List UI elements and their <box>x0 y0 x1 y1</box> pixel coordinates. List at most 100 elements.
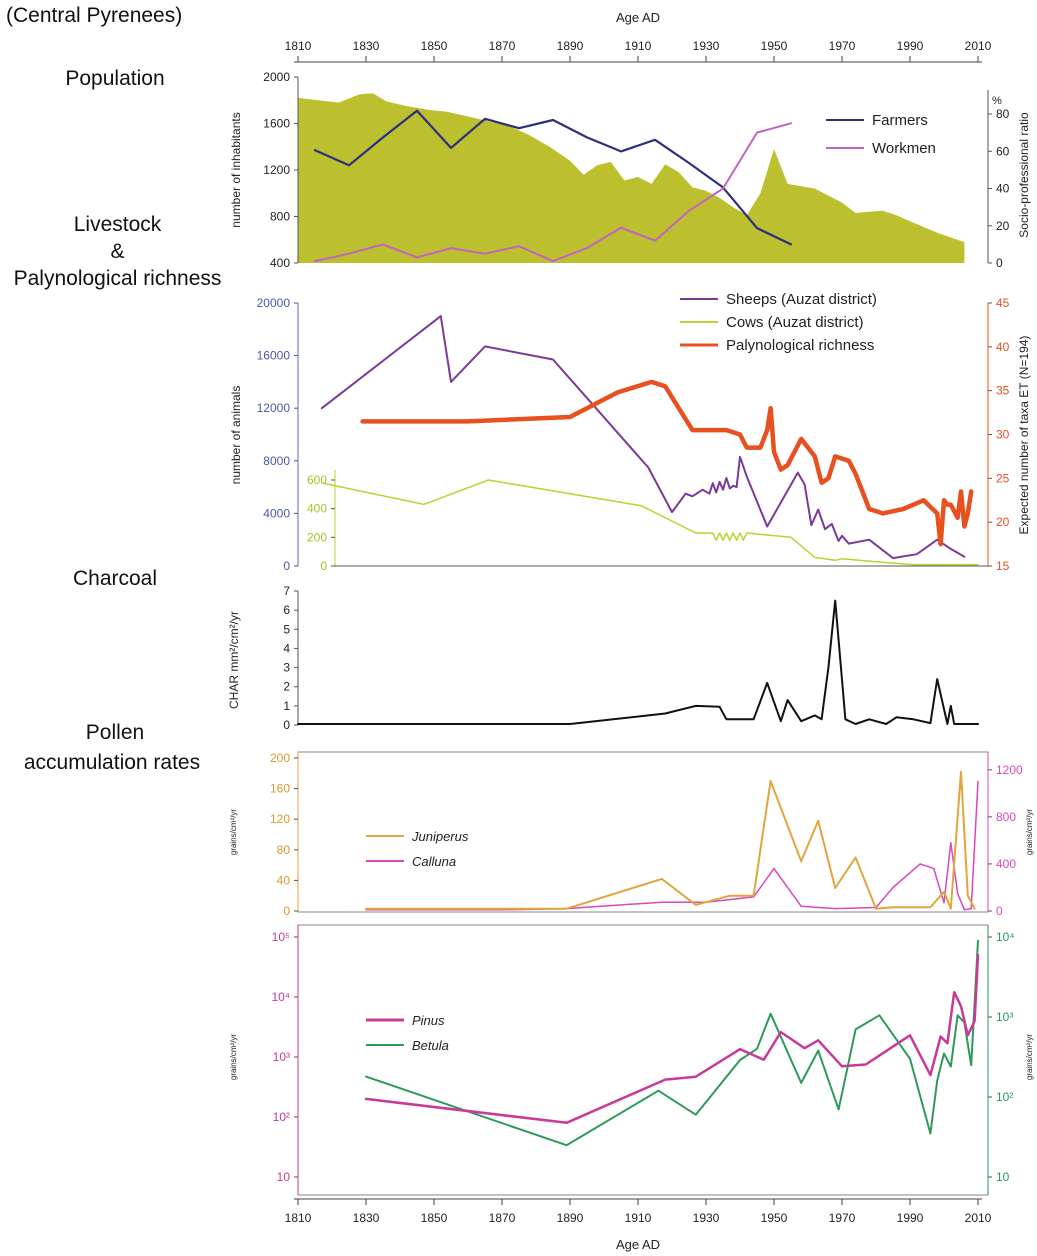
betula-y-tick-label: 10³ <box>996 1010 1013 1024</box>
population-y-tick-label: 1600 <box>263 117 290 131</box>
charcoal-y-tick-label: 6 <box>283 603 290 617</box>
population-y-title: number of inhabitants <box>229 112 243 227</box>
population-y2-tick-label: 40 <box>996 182 1010 196</box>
x-axis-top-tick-label: 1990 <box>897 39 924 53</box>
population-area <box>298 93 965 263</box>
x-axis-top-tick-label: 1930 <box>693 39 720 53</box>
x-axis-bottom-tick-label: 1950 <box>761 1211 788 1225</box>
x-axis-bottom-tick-label: 1810 <box>285 1211 312 1225</box>
section-title-charcoal: Charcoal <box>72 567 158 590</box>
region-label: (Central Pyrenees) <box>6 4 183 27</box>
x-axis-top-tick-label: 2010 <box>965 39 992 53</box>
pinus-legend-label: Pinus <box>412 1013 445 1028</box>
juniperus-y-tick-label: 80 <box>277 843 291 857</box>
section-title-population: Population <box>65 67 165 90</box>
betula-line <box>365 939 979 1147</box>
livestock-y2-tick-label: 45 <box>996 296 1010 310</box>
x-axis-top-tick-label: 1950 <box>761 39 788 53</box>
x-axis-title-bottom: Age AD <box>616 1237 660 1252</box>
charcoal-y-tick-label: 7 <box>283 584 290 598</box>
livestock-y2-title: Expected number of taxa ET (N=194) <box>1017 336 1031 535</box>
population-y2-tick-label: 0 <box>996 256 1003 270</box>
sheep-line <box>320 315 966 560</box>
livestock-y-tick-label: 12000 <box>257 401 291 415</box>
x-axis-bottom-tick-label: 1850 <box>421 1211 448 1225</box>
juniperus-legend-label: Juniperus <box>411 829 469 844</box>
x-axis-top-tick-label: 1910 <box>625 39 652 53</box>
livestock-y-title: number of animals <box>229 386 243 485</box>
workmen-line <box>314 122 792 263</box>
juniperus-panel-frame <box>297 751 989 913</box>
charcoal-y-tick-label: 2 <box>283 680 290 694</box>
livestock-y2-tick-label: 15 <box>996 559 1010 573</box>
x-axis-top-tick-label: 1830 <box>353 39 380 53</box>
pinus-y-tick-label: 10⁴ <box>271 990 290 1004</box>
population-y2-title: Socio-professional ratio <box>1017 112 1031 238</box>
section-title-palynological-richness: Palynological richness <box>13 267 222 290</box>
juniperus-y-tick-label: 200 <box>270 751 290 765</box>
charcoal-y-tick-label: 3 <box>283 661 290 675</box>
farmers-line <box>313 109 793 246</box>
pinus-y-tick-label: 10² <box>273 1110 290 1124</box>
livestock-y2-tick-label: 40 <box>996 340 1010 354</box>
x-axis-top-tick-label: 1890 <box>557 39 584 53</box>
calluna-y-tick-label: 400 <box>996 857 1016 871</box>
x-axis-top-tick-label: 1850 <box>421 39 448 53</box>
x-axis-bottom-tick-label: 1970 <box>829 1211 856 1225</box>
calluna-line <box>365 780 979 911</box>
juniperus-y-title: grains/cm²/yr <box>229 809 238 856</box>
calluna-y-title: grains/cm²/yr <box>1025 809 1034 856</box>
x-axis-bottom-tick-label: 1890 <box>557 1211 584 1225</box>
juniperus-y-tick-label: 40 <box>277 873 291 887</box>
pinus-panel-frame <box>297 924 989 1196</box>
population-y-tick-label: 1200 <box>263 163 290 177</box>
livestock-inset-tick-label: 600 <box>307 473 327 487</box>
livestock-y-tick-label: 8000 <box>263 454 290 468</box>
richness-line <box>360 379 974 547</box>
population-y2-tick-label: 20 <box>996 219 1010 233</box>
livestock-y-tick-label: 20000 <box>257 296 291 310</box>
population-y-tick-label: 800 <box>270 210 290 224</box>
charcoal-y-tick-label: 0 <box>283 718 290 732</box>
livestock-y2-tick-label: 30 <box>996 428 1010 442</box>
charcoal-y-tick-label: 1 <box>283 699 290 713</box>
livestock-y2-tick-label: 35 <box>996 384 1010 398</box>
population-legend-label: Workmen <box>872 140 936 157</box>
livestock-legend-label: Palynological richness <box>726 337 874 354</box>
livestock-y2-tick-label: 20 <box>996 515 1010 529</box>
livestock-legend-label: Cows (Auzat district) <box>726 314 864 331</box>
pinus-legend-label: Betula <box>412 1038 449 1053</box>
betula-y-tick-label: 10 <box>996 1170 1010 1184</box>
calluna-y-tick-label: 800 <box>996 810 1016 824</box>
section-title-accumulation-rates: accumulation rates <box>23 751 201 774</box>
betula-y-tick-label: 10² <box>996 1090 1013 1104</box>
charcoal-line <box>297 599 979 725</box>
livestock-inset-tick-label: 0 <box>320 559 327 573</box>
section-title-ampersand: & <box>110 240 125 263</box>
juniperus-y-tick-label: 160 <box>270 782 290 796</box>
juniperus-y-tick-label: 0 <box>283 904 290 918</box>
juniperus-legend-label: Calluna <box>412 854 456 869</box>
cows-line <box>321 479 979 566</box>
pinus-y-title: grains/cm²/yr <box>229 1034 238 1081</box>
calluna-y-tick-label: 1200 <box>996 763 1023 777</box>
livestock-legend-label: Sheeps (Auzat district) <box>726 291 877 308</box>
x-axis-bottom-tick-label: 1910 <box>625 1211 652 1225</box>
population-y2-unit: % <box>992 95 1002 107</box>
x-axis-bottom-tick-label: 1870 <box>489 1211 516 1225</box>
livestock-y-tick-label: 0 <box>283 559 290 573</box>
charcoal-y-title: CHAR mm²/cm²/yr <box>227 611 241 709</box>
section-title-livestock: Livestock <box>73 213 162 236</box>
population-y-tick-label: 400 <box>270 256 290 270</box>
pinus-line <box>364 953 980 1125</box>
pinus-y-tick-label: 10 <box>277 1170 291 1184</box>
x-axis-title-top: Age AD <box>616 10 660 25</box>
x-axis-bottom-tick-label: 1930 <box>693 1211 720 1225</box>
x-axis-bottom-tick-label: 1990 <box>897 1211 924 1225</box>
population-y2-tick-label: 80 <box>996 107 1010 121</box>
x-axis-top-tick-label: 1970 <box>829 39 856 53</box>
juniperus-line <box>365 770 976 910</box>
livestock-inset-tick-label: 400 <box>307 502 327 516</box>
